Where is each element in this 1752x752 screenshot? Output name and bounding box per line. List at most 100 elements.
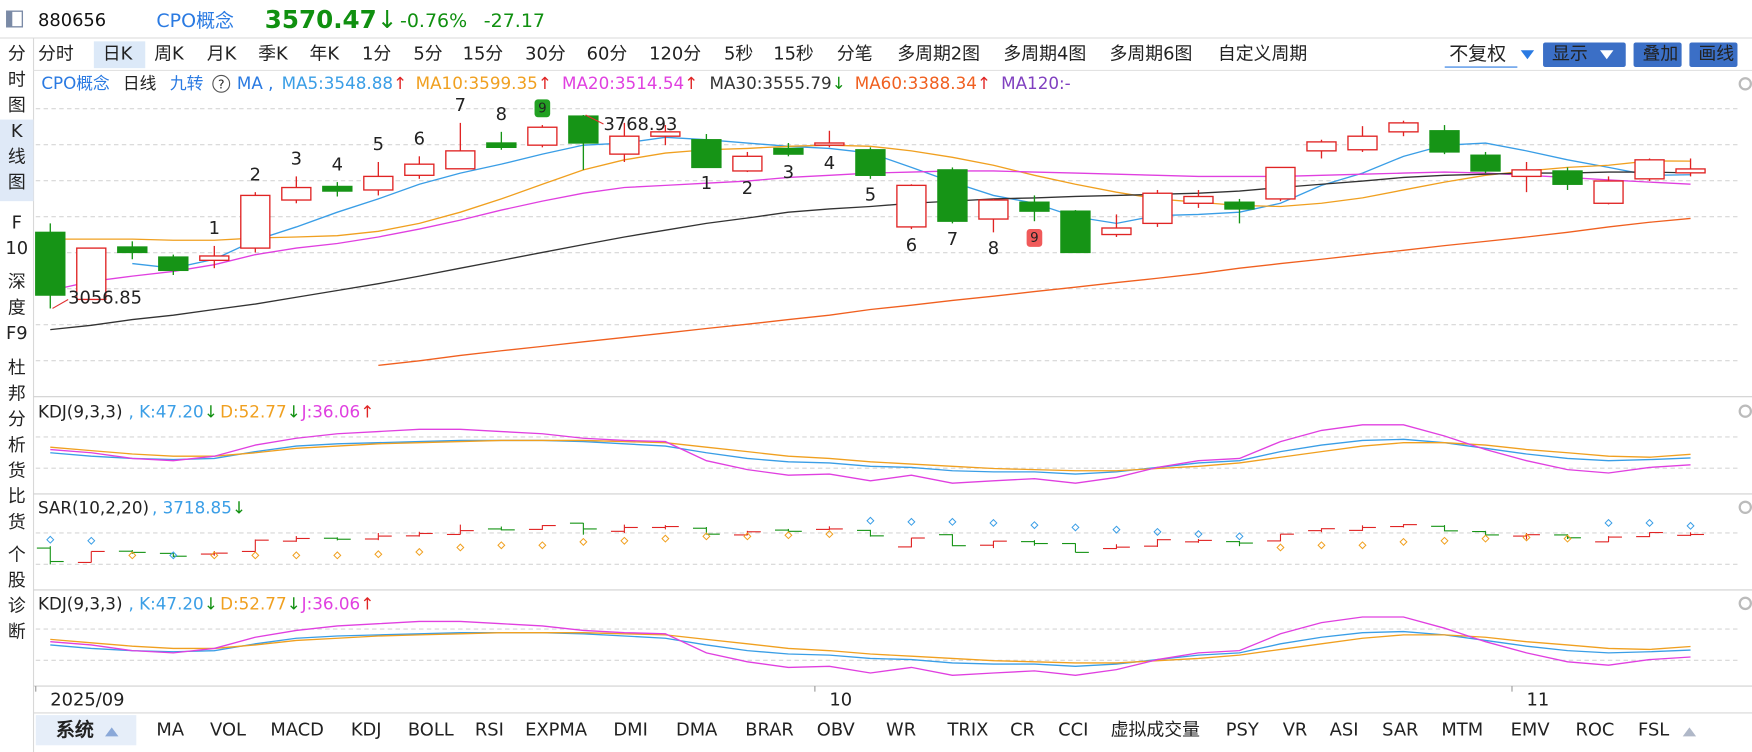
toolbar-button[interactable] xyxy=(1543,42,1626,68)
indicator-tab[interactable]: EXPMA xyxy=(525,720,588,741)
sar-dot xyxy=(456,543,465,552)
period-tab[interactable]: 120分 xyxy=(649,44,701,65)
period-tab[interactable]: 分笔 xyxy=(837,44,873,65)
indicator-tab[interactable]: VR xyxy=(1283,720,1308,741)
indicator-tab[interactable]: ASI xyxy=(1330,720,1359,741)
period-tab[interactable]: 多周期6图 xyxy=(1110,44,1193,65)
indicator-tab[interactable]: DMI xyxy=(613,720,647,741)
td-count: 6 xyxy=(414,129,425,150)
period-tab[interactable]: 年K xyxy=(310,44,341,65)
period-tab[interactable]: 周K xyxy=(154,44,185,65)
sidebar-item[interactable]: 诊 xyxy=(8,596,26,617)
sidebar-item[interactable]: 深 xyxy=(8,272,26,293)
candle-body xyxy=(814,142,845,146)
settings-gear[interactable] xyxy=(1738,500,1752,514)
period-tab[interactable]: 季K xyxy=(258,44,289,65)
indicator-tab[interactable]: CCI xyxy=(1058,720,1088,741)
sidebar-item[interactable]: 度 xyxy=(8,297,26,318)
sidebar-item[interactable]: 图 xyxy=(8,172,26,193)
indicator-tab[interactable]: SAR xyxy=(1382,720,1418,741)
tabs-caret[interactable] xyxy=(1682,727,1697,737)
change-pct: -0.76% xyxy=(400,10,467,32)
indicator-tab[interactable]: CR xyxy=(1010,720,1035,741)
sidebar-item[interactable]: 10 xyxy=(5,238,28,259)
period-tab[interactable]: 30分 xyxy=(525,44,566,65)
settings-gear[interactable] xyxy=(1738,404,1752,418)
indicator-tab[interactable]: TRIX xyxy=(947,720,989,741)
indicator-tab[interactable]: MTM xyxy=(1441,720,1483,741)
sidebar-item[interactable]: 杜 xyxy=(8,358,26,379)
sidebar-item[interactable]: 股 xyxy=(8,570,26,591)
sidebar-item[interactable]: 分 xyxy=(8,44,26,65)
indicator-tab[interactable]: EMV xyxy=(1511,720,1551,741)
toolbar-button[interactable] xyxy=(1689,42,1738,68)
period-tab[interactable]: 分时 xyxy=(38,44,74,65)
indicator-tab[interactable]: OBV xyxy=(817,720,856,741)
price-arrow: ↓ xyxy=(377,5,398,34)
stock-name: CPO概念 xyxy=(156,9,234,32)
period-tab[interactable]: 5秒 xyxy=(724,44,753,65)
period-tab[interactable]: 多周期4图 xyxy=(1003,44,1086,65)
indicator-tab[interactable]: DMA xyxy=(676,720,718,741)
system-tab-bg[interactable] xyxy=(35,715,137,746)
indicator-tab[interactable]: BRAR xyxy=(745,720,794,741)
sidebar-item[interactable]: 个 xyxy=(8,544,26,565)
period-tab[interactable]: 多周期2图 xyxy=(897,44,980,65)
candle-body xyxy=(1183,195,1214,204)
sidebar-item[interactable]: F9 xyxy=(6,323,28,344)
candle-body xyxy=(1224,201,1255,210)
period-tab[interactable]: 60分 xyxy=(587,44,628,65)
ma-line xyxy=(50,144,1691,241)
sidebar-item[interactable]: F xyxy=(12,212,22,233)
settings-gear[interactable] xyxy=(1738,77,1752,91)
indicator-tab[interactable]: ROC xyxy=(1575,720,1614,741)
period-tab[interactable]: 15秒 xyxy=(773,44,814,65)
sidebar-item[interactable]: 图 xyxy=(8,95,26,116)
sidebar-item[interactable]: 断 xyxy=(8,621,26,642)
toolbar-button-label[interactable]: 叠加 xyxy=(1643,44,1679,65)
candle-body xyxy=(1019,201,1050,212)
indicator-tab[interactable]: WR xyxy=(886,720,916,741)
sar-dot xyxy=(210,551,219,560)
indicator-tab[interactable]: BOLL xyxy=(408,720,454,741)
period-tab[interactable]: 5分 xyxy=(413,44,442,65)
sar-dot xyxy=(87,536,96,545)
help-icon[interactable] xyxy=(212,74,231,93)
td-count: 1 xyxy=(701,173,712,194)
settings-gear[interactable] xyxy=(1738,596,1752,611)
indicator-tab[interactable]: KDJ xyxy=(351,720,382,741)
sidebar-item[interactable]: 邦 xyxy=(8,383,26,404)
indicator-tab[interactable]: FSL xyxy=(1638,720,1669,741)
sidebar-item[interactable]: 货 xyxy=(8,512,26,533)
sidebar-item[interactable]: 时 xyxy=(8,69,26,90)
period-tab[interactable]: 1分 xyxy=(362,44,391,65)
sar-dot xyxy=(292,551,301,560)
td-count: 8 xyxy=(988,238,999,259)
toolbar-button[interactable] xyxy=(1633,42,1682,68)
indicator-tab[interactable]: MACD xyxy=(270,720,324,741)
sar-value: , 3718.85↓ xyxy=(152,497,246,517)
sidebar-item[interactable]: 析 xyxy=(8,435,26,456)
sidebar-item[interactable]: 分 xyxy=(8,409,26,430)
system-tab[interactable]: 系统 xyxy=(56,718,94,741)
sidebar-item[interactable]: 线 xyxy=(8,147,26,168)
sar-dot xyxy=(1153,527,1162,536)
indicator-tab[interactable]: 虚拟成交量 xyxy=(1111,720,1200,741)
indicator-tab[interactable]: RSI xyxy=(475,720,504,741)
period-tab[interactable]: 自定义周期 xyxy=(1218,44,1307,65)
indicator-tab[interactable]: PSY xyxy=(1226,720,1259,741)
sidebar-item[interactable]: K xyxy=(11,121,24,142)
candle-body xyxy=(199,255,230,261)
sidebar-item[interactable]: 比 xyxy=(8,486,26,507)
legend-entry: MA5:3548.88↑ xyxy=(282,73,408,93)
indicator-tab[interactable]: MA xyxy=(156,720,184,741)
adjust-dropdown[interactable]: 不复权 xyxy=(1449,43,1506,65)
period-tab[interactable]: 15分 xyxy=(463,44,504,65)
period-tab[interactable]: 月K xyxy=(207,44,238,65)
indicator-tab[interactable]: VOL xyxy=(210,720,246,741)
toolbar-button-label[interactable]: 画线 xyxy=(1698,44,1734,65)
toolbar-button-label[interactable]: 显示 xyxy=(1552,44,1588,65)
sidebar-item[interactable]: 货 xyxy=(8,461,26,482)
period-tab[interactable]: 日K xyxy=(103,44,134,65)
legend-arrow: ↓ xyxy=(832,73,846,93)
